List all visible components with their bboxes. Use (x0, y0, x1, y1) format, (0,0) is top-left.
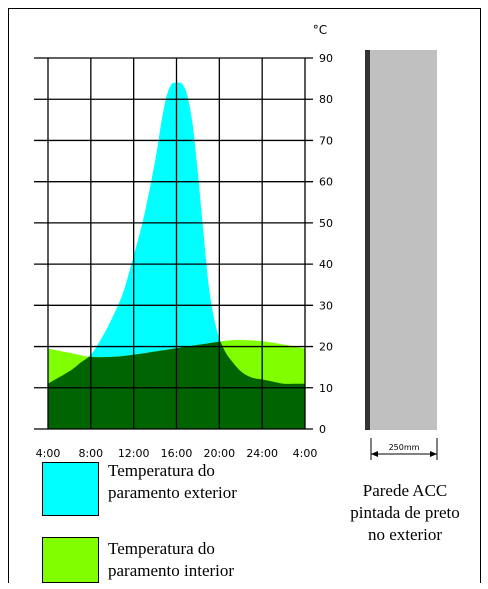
wall-section (369, 50, 437, 430)
legend-swatch-exterior (42, 462, 99, 516)
frame-top-line (8, 8, 481, 9)
wall-caption: Parede ACC pintada de preto no exterior (350, 481, 460, 544)
x-tick-label: 16:00 (161, 447, 193, 460)
x-tick-label: 8:00 (78, 447, 103, 460)
y-tick-label: 80 (319, 93, 333, 106)
y-tick-label: 10 (319, 382, 333, 395)
x-tick-label: 24:00 (246, 447, 278, 460)
y-unit-label: °C (313, 23, 327, 37)
legend-swatch-interior (42, 537, 99, 583)
wall-dimension-label: 250mm (389, 443, 420, 452)
x-tick-label: 12:00 (118, 447, 150, 460)
y-tick-label: 70 (319, 134, 333, 147)
y-tick-label: 20 (319, 341, 333, 354)
frame-left-line (8, 8, 9, 583)
y-tick-label: 30 (319, 299, 333, 312)
y-tick-label: 90 (319, 52, 333, 65)
y-tick-label: 60 (319, 176, 333, 189)
wall-black-face (365, 50, 370, 430)
dimension-arrow-left (371, 451, 378, 457)
y-tick-label: 50 (319, 217, 333, 230)
dimension-arrow-right (430, 451, 437, 457)
x-tick-label: 20:00 (203, 447, 235, 460)
frame-right-line (480, 8, 481, 583)
y-tick-label: 40 (319, 258, 333, 271)
y-tick-label: 0 (319, 423, 326, 436)
x-tick-label: 4:00 (293, 447, 318, 460)
legend-label-interior: Temperatura do paramento interior (108, 539, 235, 580)
legend-label-exterior: Temperatura do paramento exterior (108, 461, 237, 502)
x-tick-label: 4:00 (36, 447, 61, 460)
